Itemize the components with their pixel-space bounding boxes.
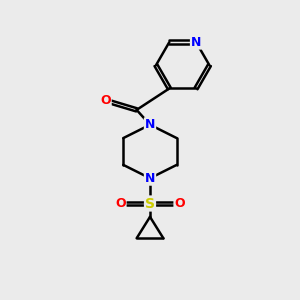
Text: N: N xyxy=(145,118,155,131)
Text: O: O xyxy=(100,94,111,106)
Text: N: N xyxy=(191,36,201,49)
Text: O: O xyxy=(115,197,126,210)
Text: O: O xyxy=(174,197,185,210)
Text: S: S xyxy=(145,196,155,211)
Text: N: N xyxy=(145,172,155,185)
